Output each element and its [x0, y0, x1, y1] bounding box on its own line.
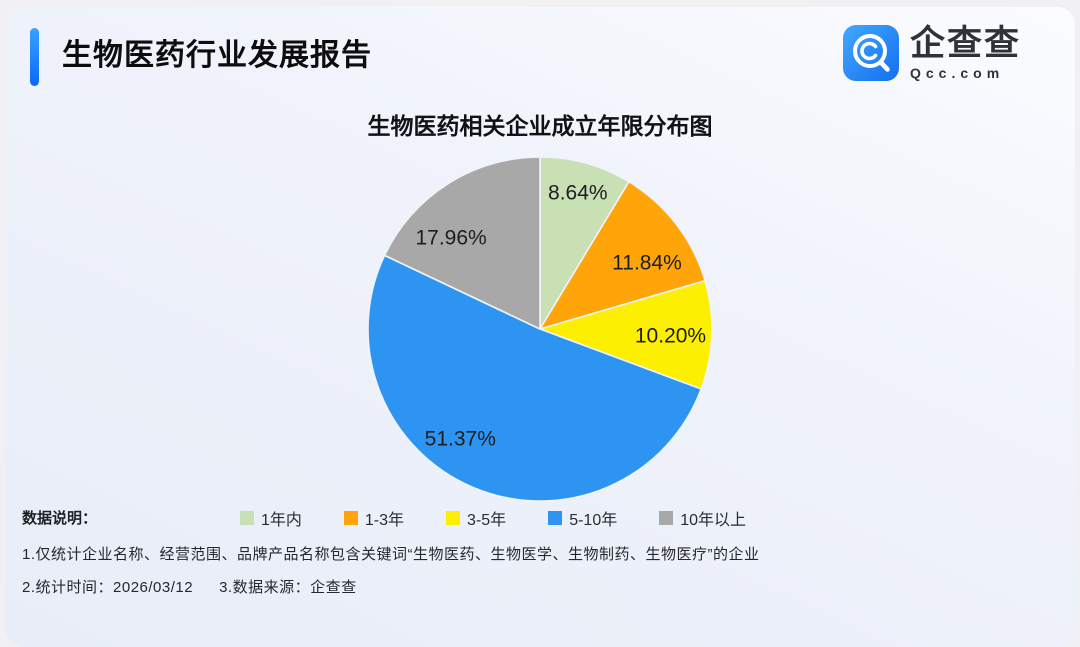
pie-slice-1年内	[539, 156, 630, 330]
legend-label: 1年内	[261, 512, 302, 529]
legend-item-10年以上: 10年以上	[659, 506, 746, 530]
qcc-logo-domain: Qcc.com	[910, 65, 1005, 81]
pie-label-3-5年: 10.20%	[635, 325, 706, 348]
pie-label-5-10年: 51.37%	[425, 428, 496, 451]
pie-label-1-3年: 11.84%	[612, 252, 682, 275]
legend-swatch	[343, 511, 358, 525]
legend-swatch	[548, 511, 563, 525]
note-line-2: 2.统计时间：2026/03/12 3.数据来源：企查查	[22, 576, 357, 597]
legend-item-5-10年: 5-10年	[548, 506, 617, 530]
notes-heading: 数据说明：	[22, 510, 98, 527]
pie-chart: 8.64% 11.84% 10.20% 51.37% 17.96%	[367, 156, 713, 502]
legend-swatch	[659, 511, 674, 525]
title-accent-bar	[30, 28, 39, 86]
note-data-source: 3.数据来源：企查查	[219, 579, 357, 596]
legend-label: 10年以上	[680, 512, 747, 529]
qcc-logo-name: 企查查	[910, 24, 1022, 63]
pie-label-10年以上: 17.96%	[415, 226, 486, 249]
pie-label-1年内: 8.64%	[548, 182, 608, 205]
legend-item-1-3年: 1-3年	[343, 506, 405, 530]
report-card: 生物医药行业发展报告 企查查 Qcc.com 生物医药相关企业成立年限分布图 8…	[5, 7, 1075, 647]
pie-slice-5-10年	[367, 254, 702, 502]
legend-swatch	[446, 511, 461, 525]
legend-label: 5-10年	[569, 512, 618, 529]
qcc-logo: 企查查 Qcc.com	[842, 24, 1021, 82]
legend-swatch	[240, 511, 254, 525]
qcc-logo-text: 企查查 Qcc.com	[910, 24, 1022, 82]
legend-item-3-5年: 3-5年	[446, 506, 506, 530]
pie-slice-3-5年	[539, 279, 713, 390]
note-line-1: 1.仅统计企业名称、经营范围、品牌产品名称包含关键词“生物医药、生物医学、生物制…	[22, 546, 760, 563]
note-stat-time: 2.统计时间：2026/03/12	[22, 579, 194, 596]
legend-item-1年内: 1年内	[240, 506, 302, 530]
qcc-logo-icon	[843, 25, 899, 81]
legend-label: 1-3年	[364, 512, 405, 529]
chart-legend: 1年内 1-3年 3-5年 5-10年 10年以上	[240, 504, 746, 532]
report-title: 生物医药行业发展报告	[62, 39, 372, 72]
chart-title: 生物医药相关企业成立年限分布图	[367, 113, 713, 139]
legend-label: 3-5年	[467, 512, 507, 529]
pie-slice-10年以上	[383, 156, 541, 330]
